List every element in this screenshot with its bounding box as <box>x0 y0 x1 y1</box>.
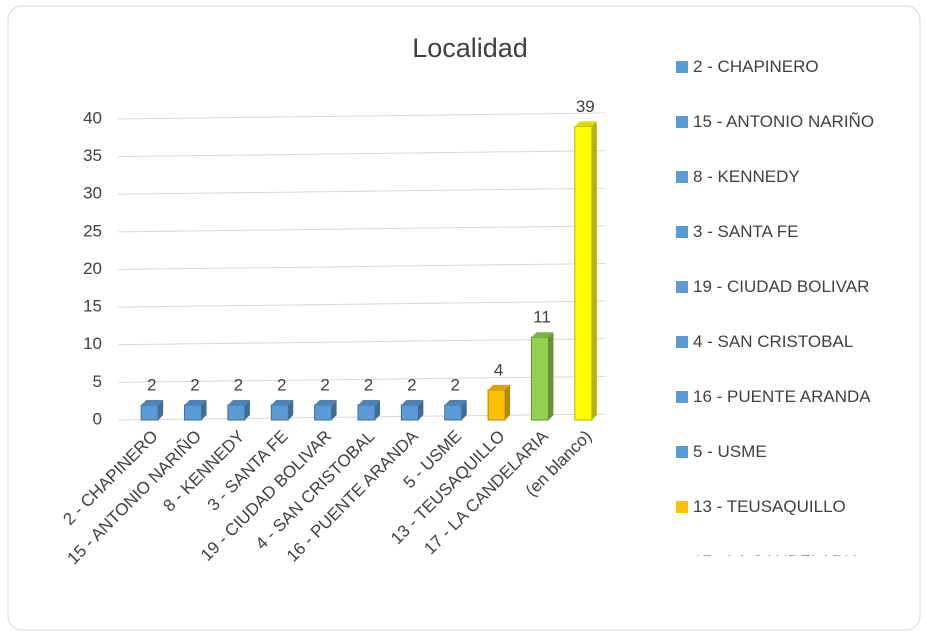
legend-swatch <box>676 501 688 513</box>
data-label: 2 <box>320 375 329 394</box>
bar <box>487 389 506 421</box>
data-label: 2 <box>147 375 156 394</box>
legend-swatch <box>676 391 688 403</box>
bar-top <box>141 399 164 405</box>
bar-top <box>184 399 207 405</box>
legend-label: 16 - PUENTE ARANDA <box>693 387 871 406</box>
legend-label: 17 - LA CANDELARIA <box>693 551 860 556</box>
y-tick-label: 40 <box>83 108 102 127</box>
y-tick-label: 25 <box>83 221 102 240</box>
grid-line <box>117 375 606 383</box>
data-label: 2 <box>190 375 199 394</box>
legend-label: 3 - SANTA FE <box>693 222 799 241</box>
legend-swatch <box>676 281 688 293</box>
grid-line <box>117 263 606 270</box>
y-tick-label: 15 <box>83 297 102 316</box>
bar-top <box>531 332 554 338</box>
grid-line <box>117 150 606 158</box>
legend-item: 13 - TEUSAQUILLO <box>676 496 916 551</box>
bar-side <box>244 399 250 420</box>
y-tick-label: 20 <box>83 259 102 278</box>
data-label: 2 <box>407 375 416 394</box>
bar-top <box>574 121 597 127</box>
legend-label: 15 - ANTONIO NARIÑO <box>693 112 875 131</box>
bar <box>227 404 246 421</box>
legend-swatch <box>676 336 688 348</box>
legend-label: 19 - CIUDAD BOLIVAR <box>693 277 870 296</box>
y-tick-label: 30 <box>83 184 102 203</box>
bar <box>357 404 376 421</box>
bar-top <box>358 399 380 405</box>
bar-side <box>461 399 467 420</box>
bar-side <box>201 399 207 420</box>
grid-line <box>117 112 606 120</box>
grid-line <box>117 338 606 346</box>
legend-item: 3 - SANTA FE <box>676 221 916 276</box>
bar-top <box>227 399 250 405</box>
bar-top <box>271 399 294 405</box>
bar-side <box>158 399 164 420</box>
legend-item: 5 - USME <box>676 441 916 496</box>
legend-swatch <box>676 171 688 183</box>
bar-top <box>444 399 467 405</box>
legend: 2 - CHAPINERO 15 - ANTONIO NARIÑO 8 - KENN… <box>676 56 916 556</box>
bar-top <box>401 399 424 405</box>
bar-top <box>314 399 337 405</box>
legend-item: 8 - KENNEDY <box>676 166 916 221</box>
legend-label: 13 - TEUSAQUILLO <box>693 497 846 516</box>
y-tick-label: 0 <box>93 409 102 428</box>
bar <box>184 404 203 421</box>
legend-swatch <box>676 226 688 238</box>
bar-side <box>505 384 511 420</box>
data-label: 2 <box>364 375 373 394</box>
chart-title: Localidad <box>412 33 528 63</box>
bar <box>444 404 463 421</box>
bar-side <box>375 399 380 420</box>
bar-side <box>591 121 597 421</box>
data-label: 2 <box>450 375 459 394</box>
legend-item: 15 - ANTONIO NARIÑO <box>676 111 916 166</box>
data-label: 2 <box>277 375 286 394</box>
bar <box>530 336 549 421</box>
y-tick-label: 10 <box>83 334 102 353</box>
bar-side <box>548 332 554 420</box>
legend-item: 16 - PUENTE ARANDA <box>676 386 916 441</box>
bar <box>400 404 419 421</box>
legend-swatch <box>676 446 688 458</box>
bar-top <box>488 384 511 390</box>
legend-item: 4 - SAN CRISTOBAL <box>676 331 916 386</box>
legend-label: 2 - CHAPINERO <box>693 57 819 76</box>
bar-side <box>288 399 294 420</box>
bar <box>574 126 593 421</box>
data-label: 39 <box>576 97 595 116</box>
legend-swatch <box>676 116 688 128</box>
data-label: 4 <box>494 360 503 379</box>
bar-side <box>331 399 337 420</box>
data-label: 11 <box>533 308 551 327</box>
legend-item: 2 - CHAPINERO <box>676 56 916 111</box>
legend-label: 4 - SAN CRISTOBAL <box>693 332 854 351</box>
legend-item: 17 - LA CANDELARIA <box>676 551 916 556</box>
grid-line <box>117 187 606 195</box>
bar <box>140 404 159 421</box>
grid-line <box>117 225 606 233</box>
legend-item: 19 - CIUDAD BOLIVAR <box>676 276 916 331</box>
legend-label: 8 - KENNEDY <box>693 167 800 186</box>
y-tick-label: 35 <box>83 146 102 165</box>
chart-border <box>7 5 921 631</box>
bar-side <box>418 399 424 420</box>
grid-line <box>117 300 606 308</box>
bar <box>270 404 289 421</box>
bar <box>314 404 333 421</box>
legend-label: 5 - USME <box>693 442 767 461</box>
data-label: 2 <box>234 375 243 394</box>
legend-swatch <box>676 61 688 73</box>
y-tick-label: 5 <box>93 372 102 391</box>
